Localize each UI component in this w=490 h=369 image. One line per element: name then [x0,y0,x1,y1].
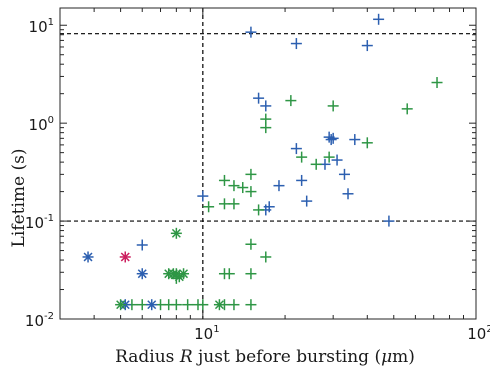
data-point-plus-green [170,299,182,311]
data-point-plus-blue [383,215,395,227]
data-markers [82,13,443,311]
data-point-plus-green [285,95,297,107]
data-point-plus-green [197,299,209,311]
data-point-plus-green [218,174,230,186]
data-point-plus-blue [253,92,265,104]
plot-frame [59,7,477,320]
data-point-star-blue [146,299,158,311]
y-tick-label: 10-2 [25,311,54,330]
data-point-plus-blue [197,190,209,202]
x-tick-label: 101 [194,324,219,343]
data-point-plus-blue [290,38,302,50]
data-point-plus-green [245,186,257,198]
data-point-plus-green [245,299,257,311]
y-axis-label: Lifetime (s) [9,149,29,248]
data-point-star-green [173,271,185,283]
data-point-plus-blue [290,143,302,155]
data-point-plus-blue [301,195,313,207]
data-point-plus-blue [342,188,354,200]
data-point-star-green [213,299,225,311]
x-axis-label: Radius R just before bursting (μm) [115,347,415,367]
data-point-plus-green [245,268,257,280]
data-point-plus-blue [331,154,343,166]
data-point-plus-green [182,299,194,311]
data-point-star-green [170,227,182,239]
data-point-plus-green [401,103,413,115]
data-point-plus-blue [349,134,361,146]
data-point-plus-green [245,168,257,180]
data-point-plus-green [237,182,249,194]
y-tick-label: 100 [29,115,54,134]
data-point-plus-blue [361,40,373,52]
data-point-plus-green [228,198,240,210]
data-point-plus-blue [338,168,350,180]
data-point-plus-green [136,299,148,311]
y-tick-label: 101 [29,17,54,36]
data-point-plus-green [431,77,443,89]
data-point-plus-green [218,198,230,210]
data-point-plus-blue [260,100,272,112]
data-point-plus-blue [273,180,285,192]
data-point-plus-green [228,180,240,192]
data-point-star-green [115,299,127,311]
reference-lines [60,8,476,319]
data-point-plus-blue [296,174,308,186]
data-point-plus-green [260,251,272,263]
data-point-plus-green [323,151,335,163]
axes [59,7,477,320]
data-point-plus-green [327,100,339,112]
data-point-plus-green [361,137,373,149]
data-point-plus-green [260,122,272,134]
tick-labels: 101 102 10-2 10-1 100 101 [25,17,490,343]
data-point-star-blue [136,268,148,280]
data-point-star-blue [82,251,94,263]
data-point-plus-green [223,268,235,280]
data-point-plus-green [253,204,265,216]
data-point-plus-blue [327,132,339,144]
data-point-plus-green [228,299,240,311]
data-point-plus-blue [136,239,148,251]
data-point-plus-blue [245,26,257,38]
x-tick-label: 102 [467,324,490,343]
data-point-plus-green [203,201,215,213]
y-tick-label: 10-1 [25,213,54,232]
data-point-plus-green [296,151,308,163]
data-point-plus-blue [373,13,385,25]
data-point-star-magenta [119,251,131,263]
data-point-plus-blue [325,134,337,146]
data-point-plus-green [245,238,257,250]
data-point-plus-green [310,158,322,170]
